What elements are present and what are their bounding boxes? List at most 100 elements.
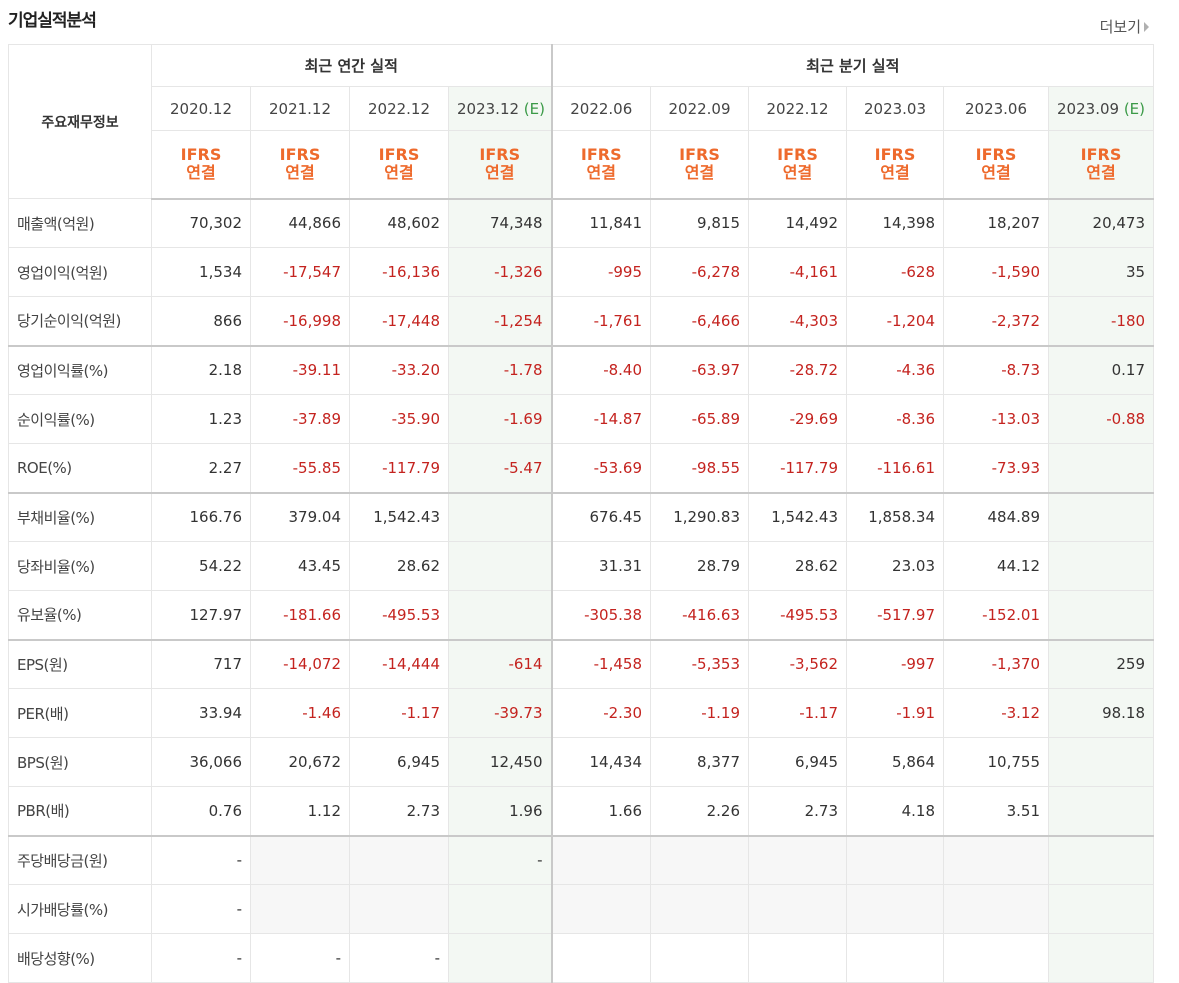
ifrs-basis-label: IFRS 연결	[561, 146, 643, 183]
table-cell: 166.76	[152, 493, 251, 542]
table-cell: -	[152, 934, 251, 983]
table-cell: 48,602	[350, 199, 449, 248]
table-cell	[449, 591, 552, 640]
table-cell	[847, 885, 944, 934]
table-cell: 1.66	[552, 787, 651, 836]
table-cell: -	[350, 934, 449, 983]
table-cell: -55.85	[251, 444, 350, 493]
basis-header: IFRS 연결	[651, 131, 749, 199]
table-cell: 36,066	[152, 738, 251, 787]
period-header: 2022.06	[552, 87, 651, 131]
row-label: EPS(원)	[9, 640, 152, 689]
period-label: 2020.12	[170, 100, 232, 118]
table-cell: 8,377	[651, 738, 749, 787]
table-cell: 717	[152, 640, 251, 689]
table-cell	[251, 885, 350, 934]
table-cell: -1,370	[944, 640, 1049, 689]
table-cell: 484.89	[944, 493, 1049, 542]
more-link[interactable]: 더보기	[1100, 16, 1149, 37]
table-cell: 1,858.34	[847, 493, 944, 542]
table-cell: 20,473	[1049, 199, 1154, 248]
table-cell	[847, 836, 944, 885]
corner-label: 주요재무정보	[9, 45, 152, 199]
row-label: 매출액(억원)	[9, 199, 152, 248]
section-title: 기업실적분석	[8, 6, 96, 31]
period-header: 2022.12	[749, 87, 847, 131]
period-header-row: 2020.12 2021.12 2022.12 2023.12 (E) 2022.06 2…	[9, 87, 1154, 131]
period-header: 2022.09	[651, 87, 749, 131]
table-cell: -1.17	[350, 689, 449, 738]
table-cell: 2.27	[152, 444, 251, 493]
table-cell: 2.73	[350, 787, 449, 836]
ifrs-basis-label: IFRS 연결	[358, 146, 440, 183]
table-cell: -4.36	[847, 346, 944, 395]
table-cell: -8.73	[944, 346, 1049, 395]
table-cell: 23.03	[847, 542, 944, 591]
table-cell	[1049, 444, 1154, 493]
more-label[interactable]: 더보기	[1100, 16, 1141, 37]
table-cell: -14.87	[552, 395, 651, 444]
period-header: 2023.12 (E)	[449, 87, 552, 131]
table-cell	[1049, 934, 1154, 983]
table-cell	[449, 493, 552, 542]
period-header: 2023.03	[847, 87, 944, 131]
table-cell: -1.46	[251, 689, 350, 738]
table-cell: 0.17	[1049, 346, 1154, 395]
period-header: 2020.12	[152, 87, 251, 131]
ifrs-basis-label: IFRS 연결	[160, 146, 242, 183]
table-cell: 12,450	[449, 738, 552, 787]
table-row: 주당배당금(원) - -	[9, 836, 1154, 885]
table-cell	[944, 934, 1049, 983]
table-cell: -1.91	[847, 689, 944, 738]
table-cell: -0.88	[1049, 395, 1154, 444]
table-cell: 28.62	[350, 542, 449, 591]
ifrs-basis-label: IFRS 연결	[259, 146, 341, 183]
ifrs-basis-label: IFRS 연결	[855, 146, 935, 183]
table-cell	[1049, 493, 1154, 542]
table-cell: -152.01	[944, 591, 1049, 640]
quarter-group-header: 최근 분기 실적	[552, 45, 1154, 87]
table-cell: 1.96	[449, 787, 552, 836]
table-cell	[944, 885, 1049, 934]
table-cell: -995	[552, 248, 651, 297]
table-cell: -614	[449, 640, 552, 689]
table-row: 당기순이익(억원) 866 -16,998 -17,448 -1,254 -1,761 -6…	[9, 297, 1154, 346]
table-cell: -1.17	[749, 689, 847, 738]
table-cell: -8.36	[847, 395, 944, 444]
table-cell: 1.12	[251, 787, 350, 836]
table-row: 당좌비율(%) 54.22 43.45 28.62 31.31 28.79 28.62 23.…	[9, 542, 1154, 591]
basis-header: IFRS 연결	[152, 131, 251, 199]
period-label: 2022.09	[668, 100, 730, 118]
table-cell: -16,136	[350, 248, 449, 297]
table-cell: -180	[1049, 297, 1154, 346]
basis-header: IFRS 연결	[1049, 131, 1154, 199]
table-cell: -3.12	[944, 689, 1049, 738]
table-cell: -6,466	[651, 297, 749, 346]
table-cell: 28.79	[651, 542, 749, 591]
period-header: 2022.12	[350, 87, 449, 131]
table-cell: 5,864	[847, 738, 944, 787]
table-cell: 20,672	[251, 738, 350, 787]
table-cell	[350, 885, 449, 934]
table-cell: -1,204	[847, 297, 944, 346]
table-cell: -1,458	[552, 640, 651, 689]
basis-header-row: IFRS 연결 IFRS 연결 IFRS 연결 IFRS 연결 IFRS 연결 IFRS 연결 IFRS…	[9, 131, 1154, 199]
table-cell: -29.69	[749, 395, 847, 444]
table-cell: 14,492	[749, 199, 847, 248]
table-cell: -1,254	[449, 297, 552, 346]
table-cell: -1.78	[449, 346, 552, 395]
table-cell: -6,278	[651, 248, 749, 297]
ifrs-basis-label: IFRS 연결	[457, 146, 543, 183]
ifrs-basis-label: IFRS 연결	[659, 146, 740, 183]
table-cell	[749, 885, 847, 934]
table-cell	[1049, 738, 1154, 787]
row-label: 주당배당금(원)	[9, 836, 152, 885]
table-cell: -35.90	[350, 395, 449, 444]
table-cell: 1,290.83	[651, 493, 749, 542]
table-cell: 74,348	[449, 199, 552, 248]
period-label: 2022.12	[766, 100, 828, 118]
table-cell: 14,434	[552, 738, 651, 787]
row-label: 당기순이익(억원)	[9, 297, 152, 346]
table-cell	[449, 885, 552, 934]
table-cell: -65.89	[651, 395, 749, 444]
